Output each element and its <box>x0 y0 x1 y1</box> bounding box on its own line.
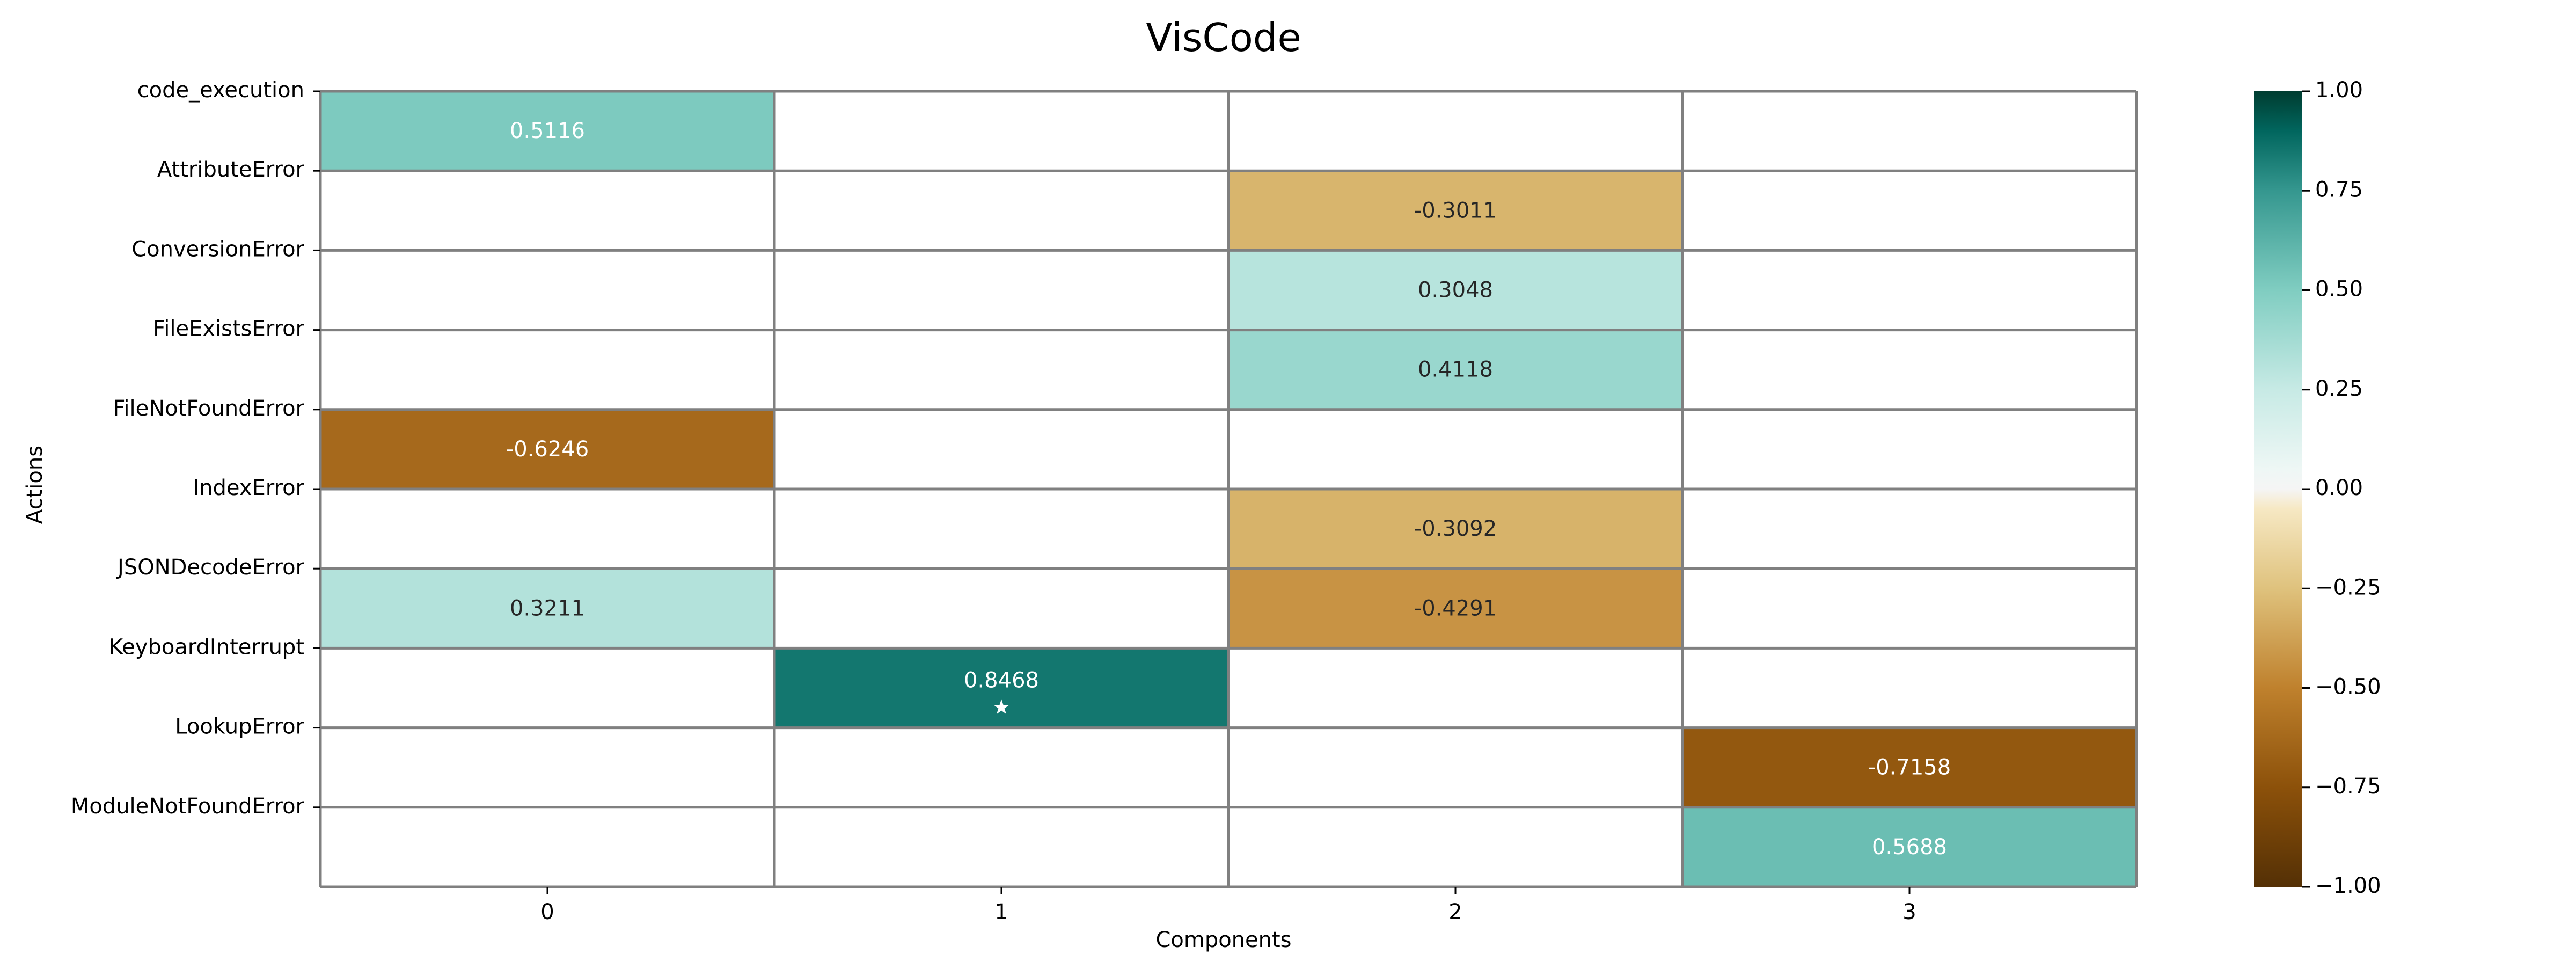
cell-value-label: 0.3211 <box>510 596 585 621</box>
heatmap-cell <box>320 409 774 489</box>
chart-title: VisCode <box>1146 15 1301 60</box>
y-tick-label: IndexError <box>193 476 304 500</box>
y-tick-label: AttributeError <box>157 157 305 182</box>
y-tick-label: LookupError <box>175 715 304 739</box>
cell-value-label: 0.8468 <box>964 668 1039 693</box>
cell-value-label: 0.5116 <box>510 119 585 143</box>
y-tick-label: code_execution <box>137 78 304 103</box>
heatmap-grid <box>319 90 2138 888</box>
y-tick-label: JSONDecodeError <box>116 555 305 580</box>
x-axis-ticks: 0 1 2 3 <box>540 887 1916 924</box>
heatmap-cell <box>320 91 774 171</box>
y-tick-label: ModuleNotFoundError <box>71 794 305 819</box>
y-tick-label: FileNotFoundError <box>113 396 304 421</box>
colorbar-tick-label: 1.00 <box>2315 78 2363 103</box>
heatmap-cell <box>1682 807 2136 887</box>
cell-value-label: -0.4291 <box>1414 596 1497 621</box>
colorbar-tick-label: 0.50 <box>2315 277 2363 302</box>
y-axis-ticks: code_execution AttributeError ConversionEr… <box>71 78 320 819</box>
heatmap-cell <box>774 648 1228 728</box>
x-tick-label: 2 <box>1448 900 1462 924</box>
cell-value-label: 0.3048 <box>1418 278 1493 303</box>
heatmap-cell <box>1228 489 1682 569</box>
heatmap-cell <box>1228 330 1682 410</box>
x-tick-label: 3 <box>1902 900 1916 924</box>
cell-value-label: -0.6246 <box>506 437 589 462</box>
colorbar-tick-label: −0.50 <box>2315 675 2381 700</box>
colorbar-tick-label: −0.75 <box>2315 774 2381 799</box>
heatmap-cell <box>1228 569 1682 649</box>
colorbar-tick-label: 0.25 <box>2315 376 2363 401</box>
cell-value-label: -0.7158 <box>1868 755 1951 780</box>
x-tick-label: 1 <box>994 900 1008 924</box>
heatmap-cell <box>1682 727 2136 807</box>
colorbar-gradient <box>2254 91 2302 887</box>
heatmap-cell <box>320 569 774 649</box>
heatmap-cell <box>1228 171 1682 251</box>
colorbar-tick-label: 0.75 <box>2315 177 2363 202</box>
cell-value-label: -0.3092 <box>1414 516 1497 541</box>
cell-value-label: 0.4118 <box>1418 358 1493 382</box>
y-tick-label: KeyboardInterrupt <box>109 635 304 659</box>
cell-labels: 0.5116 -0.3011 0.3048 0.4118 -0.6246 -0.3092 0… <box>506 119 1951 859</box>
heatmap-cell <box>1228 250 1682 330</box>
colorbar-tick-label: −1.00 <box>2315 873 2381 898</box>
cell-value-label: 0.5688 <box>1872 835 1947 859</box>
colorbar: 1.00 0.75 0.50 0.25 0.00 −0.25 −0.50 −0.75 −1.00 <box>2254 78 2381 898</box>
y-tick-label: FileExistsError <box>153 317 304 341</box>
cell-value-label: -0.3011 <box>1414 198 1497 223</box>
x-axis-label: Components <box>1155 928 1291 952</box>
colorbar-tick-label: −0.25 <box>2315 575 2381 600</box>
colorbar-tick-label: 0.00 <box>2315 476 2363 500</box>
y-tick-label: ConversionError <box>131 237 304 261</box>
cell-marker-star: ★ <box>992 695 1011 719</box>
x-tick-label: 0 <box>540 900 554 924</box>
y-axis-label: Actions <box>23 446 47 524</box>
